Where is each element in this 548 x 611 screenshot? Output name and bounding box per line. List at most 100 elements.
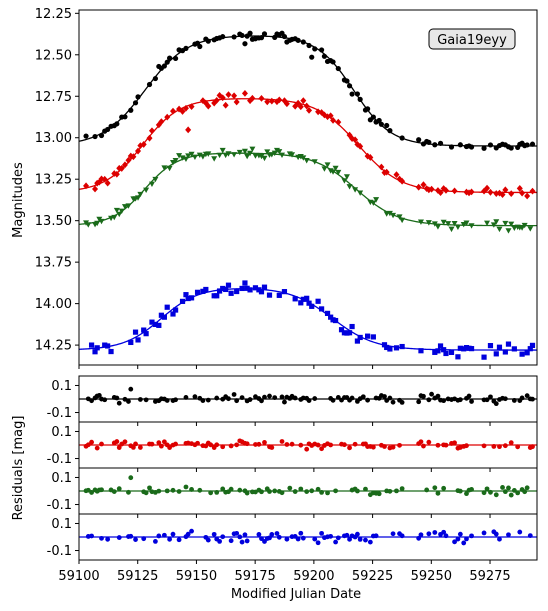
data-point [114, 121, 120, 127]
data-point [367, 154, 374, 161]
data-point [502, 186, 509, 194]
data-point [461, 346, 467, 352]
residual-point [390, 531, 396, 537]
data-point [166, 165, 173, 172]
data-point [225, 91, 232, 99]
data-point [487, 188, 494, 196]
data-point [88, 342, 95, 348]
data-point [247, 150, 254, 157]
data-point [118, 208, 125, 215]
residual-point [173, 397, 178, 403]
residual-point [205, 537, 211, 543]
residual-point [267, 535, 272, 541]
data-point [116, 211, 123, 218]
data-point [92, 185, 99, 193]
data-point [148, 181, 155, 188]
data-point [451, 220, 458, 227]
data-point [384, 344, 390, 351]
data-point [418, 348, 424, 354]
residual-point [506, 485, 511, 491]
data-point [352, 136, 359, 144]
residual-point [527, 533, 533, 538]
y-tick-label: 13.50 [35, 214, 72, 229]
data-point [108, 348, 114, 355]
residual-point [114, 439, 120, 444]
data-point [423, 185, 430, 193]
data-point [102, 342, 108, 348]
data-point [222, 101, 229, 109]
data-point [386, 210, 393, 217]
residual-point [244, 490, 250, 496]
data-point [92, 349, 98, 355]
residual-point [461, 540, 467, 546]
residual-point [256, 441, 262, 447]
residual-point [457, 488, 463, 494]
data-point [158, 118, 165, 125]
data-point [309, 54, 315, 60]
residual-point [237, 487, 243, 493]
residual-point [373, 533, 379, 539]
data-point [300, 39, 306, 45]
data-point [164, 304, 170, 310]
data-point [318, 47, 325, 53]
data-point [239, 32, 245, 39]
residual-point [304, 446, 310, 452]
data-point [172, 157, 179, 164]
data-point [172, 307, 179, 313]
residual-point [315, 442, 321, 448]
residual-point [429, 391, 434, 397]
data-point [185, 153, 192, 159]
residual-point [333, 488, 338, 494]
data-point [216, 91, 223, 99]
data-point [121, 161, 128, 169]
data-point [519, 225, 526, 231]
data-point [304, 295, 310, 301]
residual-point [259, 489, 264, 495]
y-tick-label: -0.1 [47, 544, 72, 559]
data-point [118, 165, 125, 172]
data-point [276, 292, 282, 298]
residual-point [426, 531, 432, 537]
data-point [234, 288, 240, 295]
y-tick-label: 13.75 [35, 256, 72, 271]
data-point [357, 96, 363, 102]
data-point [125, 156, 132, 164]
data-point [225, 151, 232, 157]
residual-point [469, 487, 474, 492]
data-point [502, 349, 508, 355]
data-point [146, 81, 153, 88]
data-point [179, 298, 186, 304]
data-point [529, 342, 536, 348]
residual-frame [78, 513, 538, 561]
data-point [335, 65, 341, 72]
residual-point [192, 394, 198, 400]
data-point [335, 118, 342, 126]
residual-point [399, 533, 405, 539]
data-point [183, 45, 189, 51]
residual-point [234, 530, 240, 536]
data-point [505, 228, 512, 234]
residual-point [376, 491, 382, 497]
data-point [185, 295, 191, 302]
data-point [502, 220, 509, 227]
residual-point [214, 395, 220, 401]
data-point [241, 89, 248, 97]
data-point [448, 349, 455, 356]
main-plot-area [79, 30, 537, 360]
residual-point [399, 399, 405, 405]
residual-point [234, 398, 240, 404]
data-point [431, 221, 438, 227]
residual-point [367, 539, 373, 545]
data-point [176, 153, 183, 159]
y-tick-label: 13.00 [35, 131, 72, 146]
residual-point [99, 487, 104, 493]
data-point [487, 343, 494, 349]
data-point [311, 159, 318, 165]
residual-point [287, 485, 293, 491]
residual-point [515, 444, 521, 450]
residual-point [156, 488, 162, 494]
data-point [346, 330, 353, 336]
residual-point [357, 536, 363, 542]
residual-point [457, 397, 463, 403]
data-point [370, 334, 376, 340]
